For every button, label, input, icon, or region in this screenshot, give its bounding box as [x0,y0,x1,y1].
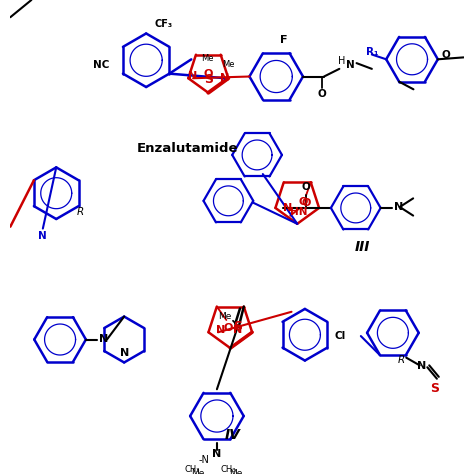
Text: N: N [119,348,129,358]
Text: N: N [189,71,198,82]
Text: -N: -N [198,455,209,465]
Text: O: O [301,182,310,192]
Text: NC: NC [93,60,110,70]
Text: N: N [346,60,355,70]
Text: N: N [212,449,221,459]
Text: Enzalutamide: Enzalutamide [137,142,238,155]
Text: Me: Me [218,312,231,321]
Text: O: O [301,198,310,208]
Text: N: N [99,334,109,344]
Text: F: F [280,35,288,45]
Text: Me: Me [191,469,204,474]
Text: S: S [233,320,242,333]
Text: Cl: Cl [335,331,346,341]
Text: S: S [204,73,213,86]
Text: N: N [220,73,229,83]
Text: Me: Me [222,60,235,69]
Text: N: N [233,325,243,335]
Text: R: R [76,207,84,217]
Text: CH₃: CH₃ [221,465,236,474]
Text: IV: IV [224,428,240,442]
Text: H: H [337,56,345,66]
Text: N: N [38,231,47,241]
Text: R: R [398,355,405,365]
Text: III: III [355,240,370,254]
Text: O: O [441,49,450,60]
Text: HN: HN [290,207,308,217]
Text: Me: Me [201,54,213,63]
Text: O: O [204,69,213,79]
Text: Me: Me [229,469,243,474]
Text: N: N [417,361,426,371]
Text: CH₃: CH₃ [184,465,200,474]
Text: N: N [216,325,225,335]
Text: O: O [224,323,233,333]
Text: CF₃: CF₃ [155,19,173,29]
Text: N: N [394,202,403,212]
Text: O: O [299,198,308,208]
Text: R₁: R₁ [365,46,378,57]
Text: N: N [283,203,292,213]
Text: S: S [430,382,439,395]
Text: O: O [318,89,327,99]
